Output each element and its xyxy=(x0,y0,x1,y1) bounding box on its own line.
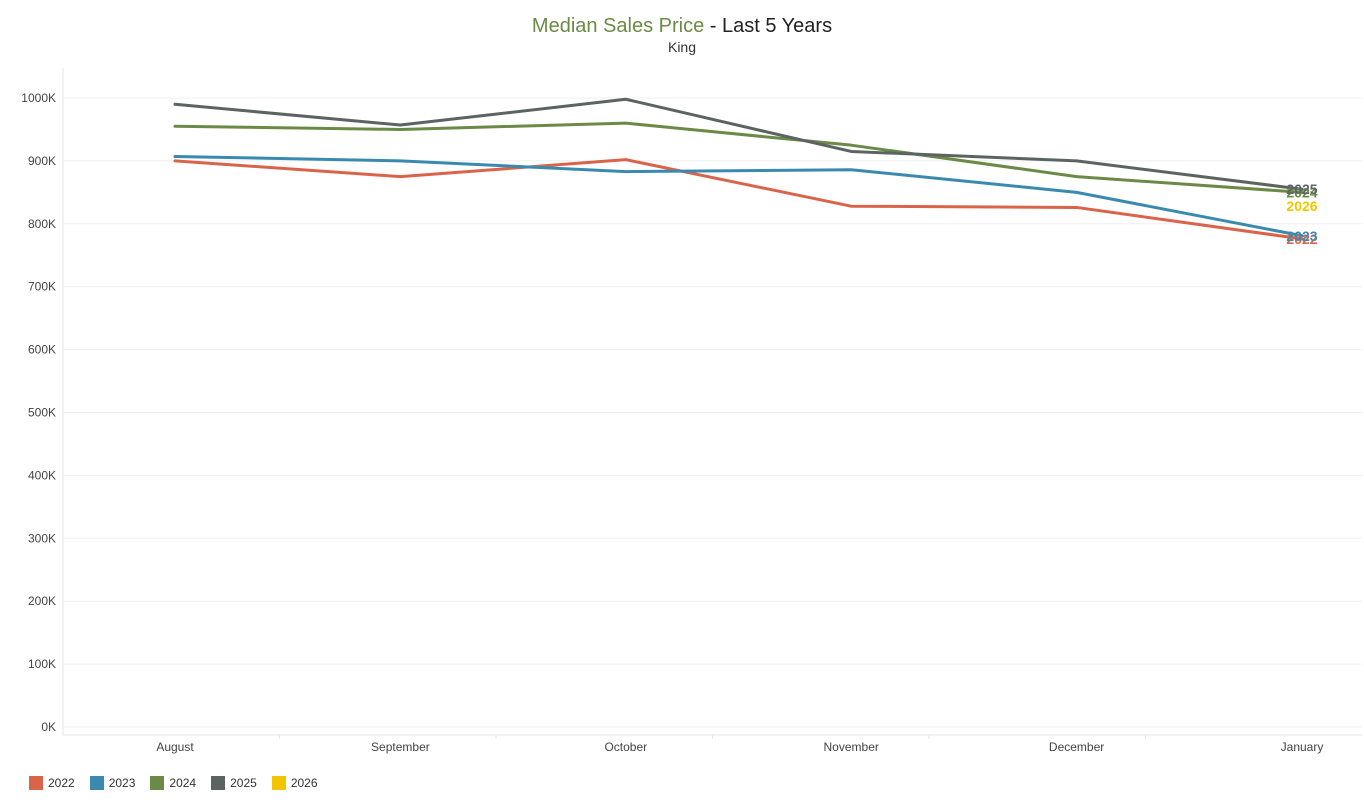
y-tick-label: 200K xyxy=(28,594,56,608)
x-tick-label: September xyxy=(371,740,430,754)
x-tick-label: August xyxy=(156,740,194,754)
y-tick-label: 600K xyxy=(28,343,56,357)
legend-label: 2025 xyxy=(230,776,257,790)
legend-item-2023[interactable]: 2023 xyxy=(89,776,136,790)
x-tick-label: December xyxy=(1049,740,1104,754)
legend-label: 2023 xyxy=(108,776,136,790)
end-label-2024: 2024 xyxy=(1286,184,1317,200)
y-tick-label: 800K xyxy=(28,217,56,231)
y-tick-label: 500K xyxy=(28,406,56,420)
y-tick-label: 1000K xyxy=(21,91,56,105)
chart-title-block: Median Sales Price - Last 5 Years King xyxy=(0,14,1364,56)
legend-swatch xyxy=(211,776,226,790)
end-label-2025: 2025 xyxy=(1286,181,1317,197)
chart-title: Median Sales Price - Last 5 Years xyxy=(0,14,1364,38)
y-tick-label: 300K xyxy=(28,531,56,545)
x-tick-label: October xyxy=(604,740,647,754)
series-line-2024 xyxy=(173,121,1304,194)
x-tick-label: January xyxy=(1281,740,1324,754)
series-line-2022 xyxy=(173,158,1304,241)
legend-item-2025[interactable]: 2025 xyxy=(211,776,257,790)
chart-subtitle: King xyxy=(667,39,697,55)
y-tick-label: 900K xyxy=(28,154,56,168)
y-tick-label: 0K xyxy=(41,720,56,734)
y-tick-label: 100K xyxy=(28,657,56,671)
legend-swatch xyxy=(89,776,104,790)
end-label-2026: 2026 xyxy=(1286,198,1317,214)
series-line-2023 xyxy=(173,154,1304,238)
legend-label: 2026 xyxy=(290,776,318,790)
end-label-2022: 2022 xyxy=(1286,231,1317,247)
chart-legend: 2022 2023 2024 2025 2026 xyxy=(29,776,333,790)
legend-label: 2022 xyxy=(48,776,75,790)
legend-label: 2024 xyxy=(169,776,197,790)
chart-title-suffix: - Last 5 Years xyxy=(704,15,833,37)
series-line-2025 xyxy=(173,97,1304,191)
legend-item-2026[interactable]: 2026 xyxy=(271,776,318,790)
legend-swatch xyxy=(271,776,286,790)
y-tick-label: 700K xyxy=(28,280,56,294)
legend-item-2024[interactable]: 2024 xyxy=(150,776,196,790)
chart-title-main: Median Sales Price xyxy=(531,15,705,37)
legend-item-2022[interactable]: 2022 xyxy=(29,776,75,790)
legend-swatch xyxy=(150,776,165,790)
legend-swatch xyxy=(29,776,43,790)
y-tick-label: 400K xyxy=(28,468,56,482)
end-label-2023: 2023 xyxy=(1286,228,1317,244)
x-tick-label: November xyxy=(824,740,879,754)
